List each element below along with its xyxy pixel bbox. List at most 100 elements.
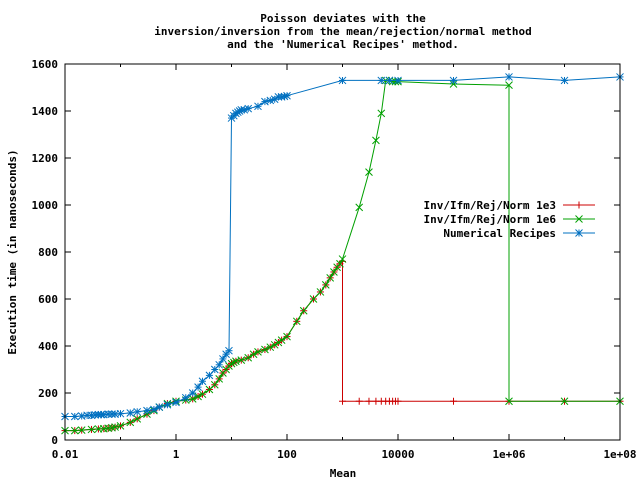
data-point-marker xyxy=(365,397,373,405)
data-point-marker xyxy=(575,229,583,237)
data-point-marker xyxy=(261,345,269,354)
marker-stroke xyxy=(194,392,202,401)
data-point-marker xyxy=(227,359,236,368)
data-point-marker xyxy=(274,338,283,347)
y-tick-label: 0 xyxy=(51,434,58,447)
series-3 xyxy=(61,73,624,421)
marker-stroke xyxy=(77,412,86,420)
marker-stroke xyxy=(194,383,202,391)
data-point-marker xyxy=(505,397,513,406)
marker-stroke xyxy=(225,346,233,355)
data-point-marker xyxy=(108,423,116,432)
data-point-marker xyxy=(77,412,86,420)
marker-stroke xyxy=(215,375,224,383)
marker-stroke xyxy=(575,229,583,237)
x-tick-label: 1e+06 xyxy=(492,448,525,461)
y-tick-label: 1400 xyxy=(32,105,59,118)
legend-label: Numerical Recipes xyxy=(443,227,556,240)
data-point-marker xyxy=(299,306,308,315)
data-point-marker xyxy=(355,203,364,212)
data-point-marker xyxy=(215,360,224,369)
marker-stroke xyxy=(505,73,513,81)
marker-stroke xyxy=(336,259,344,268)
data-point-marker xyxy=(172,398,180,407)
x-tick-label: 0.01 xyxy=(52,448,79,461)
marker-stroke xyxy=(116,409,125,418)
data-point-marker xyxy=(181,393,190,402)
series-line xyxy=(65,260,620,432)
marker-stroke xyxy=(229,358,238,367)
marker-stroke xyxy=(126,409,135,417)
marker-stroke xyxy=(104,410,113,419)
data-point-marker xyxy=(326,273,335,282)
data-point-marker xyxy=(249,350,258,359)
marker-stroke xyxy=(449,80,458,88)
data-point-marker xyxy=(254,348,262,356)
marker-stroke xyxy=(505,397,513,406)
marker-stroke xyxy=(70,426,79,435)
marker-stroke xyxy=(143,410,151,419)
y-tick-label: 200 xyxy=(38,387,58,400)
plot-frame xyxy=(64,63,621,441)
data-point-marker xyxy=(377,109,386,118)
data-point-marker xyxy=(330,268,338,276)
data-point-marker xyxy=(339,397,346,405)
marker-stroke xyxy=(277,336,286,344)
marker-stroke xyxy=(299,306,308,315)
marker-stroke xyxy=(77,426,86,434)
y-tick-label: 1000 xyxy=(32,199,59,212)
y-axis-label: Execution time (in nanoseconds) xyxy=(6,149,19,354)
data-point-marker xyxy=(266,343,275,352)
legend-item: Inv/Ifm/Rej/Norm 1e6 xyxy=(424,213,595,226)
y-tick-label: 400 xyxy=(38,340,58,353)
chart-title-line-1: Poisson deviates with the xyxy=(260,12,426,25)
marker-stroke xyxy=(338,76,347,85)
data-series xyxy=(61,73,624,435)
marker-stroke xyxy=(575,215,583,223)
marker-stroke xyxy=(219,355,227,363)
x-tick-label: 100 xyxy=(277,448,297,461)
data-point-marker xyxy=(219,355,227,363)
data-point-marker xyxy=(505,73,513,81)
data-point-marker xyxy=(355,397,363,405)
data-point-marker xyxy=(292,317,301,326)
data-point-marker xyxy=(372,136,380,145)
data-point-marker xyxy=(505,81,513,90)
data-point-marker xyxy=(77,426,86,434)
data-point-marker xyxy=(126,409,135,417)
marker-stroke xyxy=(163,400,172,409)
data-point-marker xyxy=(126,418,135,427)
marker-stroke xyxy=(244,104,253,113)
marker-stroke xyxy=(181,393,190,402)
data-point-marker xyxy=(365,168,373,176)
data-point-marker xyxy=(133,407,142,416)
data-point-marker xyxy=(338,76,347,85)
data-point-marker xyxy=(394,397,402,405)
data-point-marker xyxy=(210,380,219,389)
marker-stroke xyxy=(111,410,119,419)
legend-label: Inv/Ifm/Rej/Norm 1e3 xyxy=(424,199,556,212)
x-tick-label: 10000 xyxy=(381,448,414,461)
data-point-marker xyxy=(215,375,224,383)
marker-stroke xyxy=(261,345,269,354)
marker-stroke xyxy=(388,77,397,86)
marker-stroke xyxy=(377,109,386,118)
data-point-marker xyxy=(244,104,253,113)
data-point-marker xyxy=(560,397,569,406)
marker-stroke xyxy=(338,255,347,263)
data-point-marker xyxy=(143,406,151,415)
data-point-marker xyxy=(116,409,125,418)
marker-stroke xyxy=(270,340,279,349)
marker-stroke xyxy=(254,348,262,356)
marker-stroke xyxy=(309,295,318,303)
data-point-marker xyxy=(133,414,142,423)
data-point-marker xyxy=(87,425,96,434)
legend-item: Numerical Recipes xyxy=(443,227,595,240)
data-point-marker xyxy=(70,426,79,435)
marker-stroke xyxy=(283,332,291,341)
data-point-marker xyxy=(116,422,125,430)
data-point-marker xyxy=(316,288,325,296)
marker-stroke xyxy=(283,91,291,100)
data-point-marker xyxy=(188,395,197,403)
